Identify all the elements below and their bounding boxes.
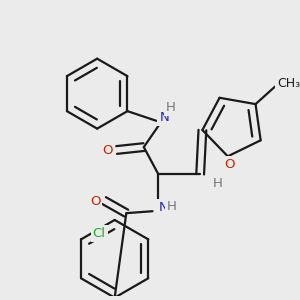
Text: H: H [213, 176, 223, 190]
Text: O: O [90, 195, 101, 208]
Text: H: H [167, 200, 177, 213]
Text: N: N [158, 201, 168, 214]
Text: N: N [159, 111, 169, 124]
Text: H: H [166, 101, 176, 114]
Text: O: O [103, 145, 113, 158]
Text: CH₃: CH₃ [277, 77, 300, 90]
Text: O: O [224, 158, 235, 171]
Text: Cl: Cl [93, 227, 106, 240]
